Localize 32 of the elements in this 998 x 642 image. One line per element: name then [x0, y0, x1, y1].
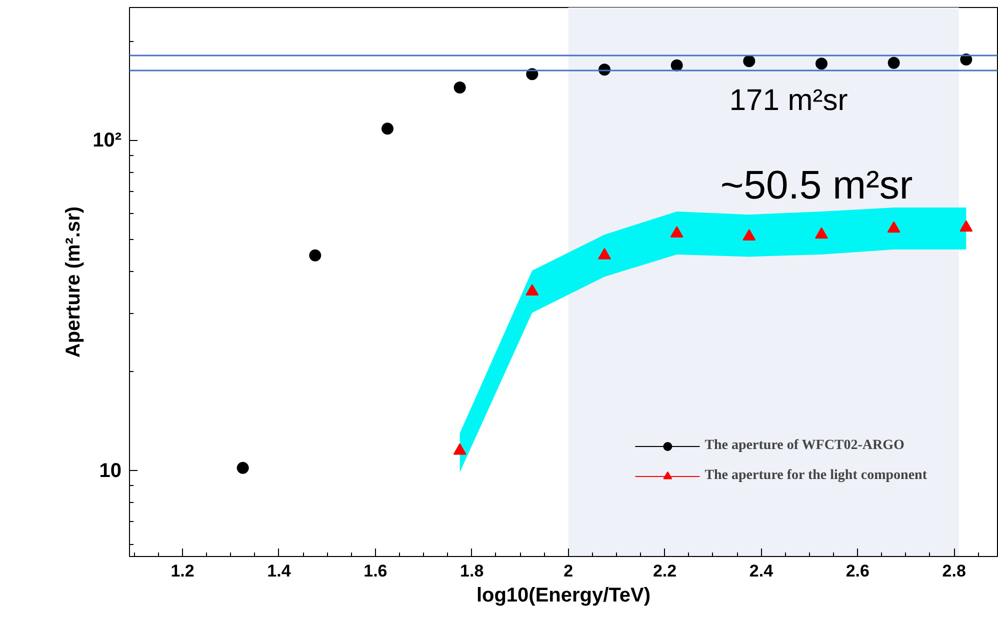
annotation: 171 m²sr [729, 84, 848, 117]
y-tick-label: 10 [99, 460, 122, 482]
x-tick-label: 2.2 [652, 562, 677, 580]
x-tick-label: 1.8 [460, 562, 484, 580]
point [670, 226, 684, 238]
y-tick-label: 10² [92, 130, 122, 152]
point [670, 59, 683, 72]
point [381, 122, 394, 135]
y-axis-title: Aperture (m².sr) [62, 206, 85, 358]
x-tick-label: 1.2 [170, 562, 194, 580]
x-tick-label: 2 [564, 562, 574, 580]
point [888, 56, 900, 69]
x-axis-title: log10(Energy/TeV) [476, 584, 651, 606]
point [526, 284, 539, 296]
point [814, 227, 828, 239]
point [815, 58, 828, 70]
annotation: ~50.5 m²sr [720, 164, 913, 208]
point [743, 55, 756, 68]
legend-label: The aperture for the light component [704, 468, 927, 484]
x-tick-label: 1.6 [364, 562, 388, 580]
x-tick-label: 2.4 [749, 562, 774, 580]
legend-label: The aperture of WFCT02-ARGO [704, 438, 904, 454]
point [960, 220, 973, 232]
x-tick-label: 2.8 [942, 562, 966, 580]
x-tick-label: 1.4 [267, 562, 292, 580]
point [454, 82, 466, 94]
x-tick-label: 2.6 [846, 562, 870, 580]
point [598, 248, 611, 260]
point [887, 221, 900, 233]
point [453, 443, 466, 455]
point [742, 229, 756, 241]
point [309, 249, 322, 262]
